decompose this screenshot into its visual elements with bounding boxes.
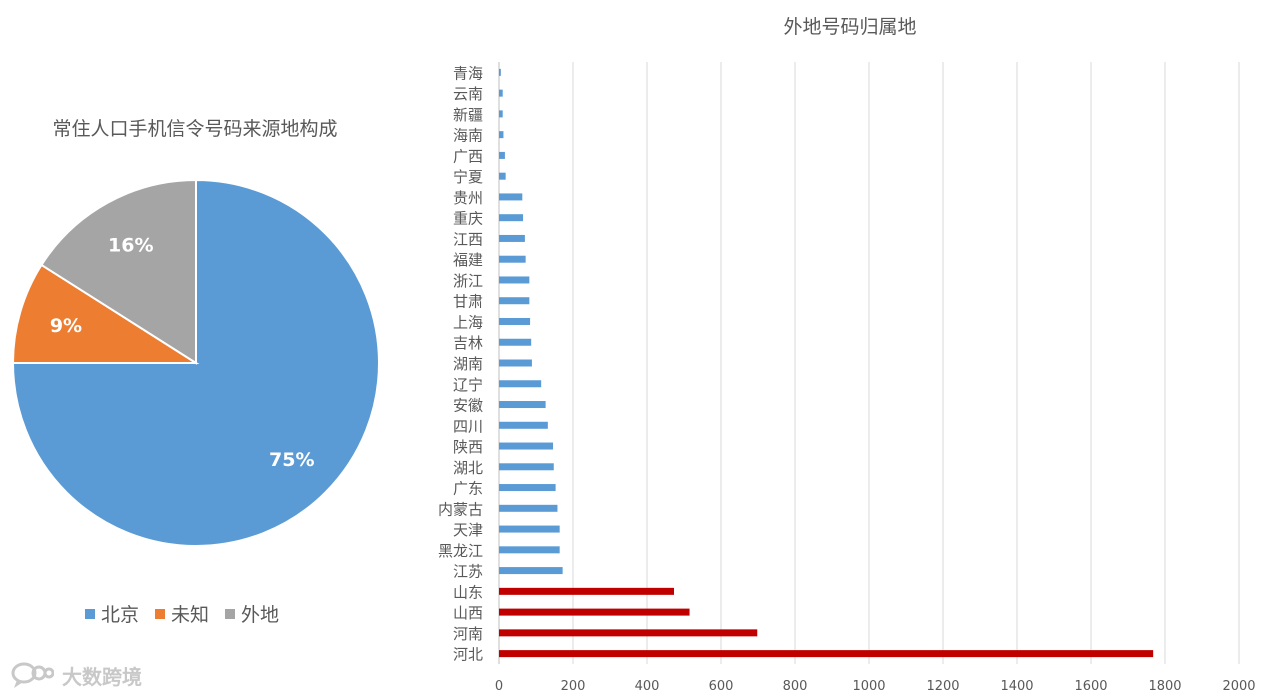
category-label: 福建 xyxy=(453,251,483,269)
pie-legend: 北京 未知 外地 xyxy=(85,600,279,627)
category-label: 甘肃 xyxy=(453,293,483,311)
category-label: 河北 xyxy=(453,646,483,664)
category-label: 山西 xyxy=(453,604,483,622)
watermark-text: 大数跨境 xyxy=(62,664,142,689)
category-label: 海南 xyxy=(453,127,483,145)
pie-chart-title: 常住人口手机信令号码来源地构成 xyxy=(52,118,338,140)
bar xyxy=(499,317,531,325)
x-tick-label: 600 xyxy=(709,679,734,694)
bar xyxy=(499,567,563,575)
pie-slice-beijing xyxy=(11,178,380,547)
category-label: 宁夏 xyxy=(453,168,483,186)
pie-slice-other-provinces xyxy=(40,178,197,365)
legend-label-beijing: 北京 xyxy=(101,604,140,626)
x-tick-label: 1800 xyxy=(1148,679,1181,694)
bar xyxy=(499,504,558,512)
category-label: 重庆 xyxy=(453,210,483,228)
category-label: 四川 xyxy=(453,417,483,435)
category-label: 陕西 xyxy=(453,438,483,456)
pie-label-beijing: 75% xyxy=(269,449,314,471)
pie-label-unknown: 9% xyxy=(50,315,82,337)
bar xyxy=(499,380,542,388)
category-label: 浙江 xyxy=(453,272,483,290)
bar xyxy=(499,401,546,409)
x-tick-label: 800 xyxy=(783,679,808,694)
category-label: 山东 xyxy=(453,583,483,601)
bar xyxy=(499,338,532,346)
pie-chart: 75% 9% 16% xyxy=(11,178,380,547)
category-label: 河南 xyxy=(453,625,483,643)
category-label: 江西 xyxy=(453,230,483,248)
bar xyxy=(499,214,524,222)
legend-swatch-unknown xyxy=(155,608,166,619)
category-label: 青海 xyxy=(453,64,483,82)
bar xyxy=(499,442,554,450)
bar xyxy=(499,297,530,305)
category-label: 天津 xyxy=(453,521,483,539)
bar xyxy=(499,172,506,180)
x-tick-label: 200 xyxy=(561,679,586,694)
x-tick-label: 1200 xyxy=(926,679,959,694)
watermark: 大数跨境 xyxy=(10,660,142,690)
bar xyxy=(499,131,504,139)
legend-label-unknown: 未知 xyxy=(171,604,210,626)
category-label: 内蒙古 xyxy=(438,500,483,518)
category-label: 湖北 xyxy=(453,459,483,477)
bar xyxy=(499,421,548,429)
x-tick-label: 0 xyxy=(495,679,503,694)
category-label: 吉林 xyxy=(453,334,483,352)
category-label: 云南 xyxy=(453,85,483,103)
bar xyxy=(499,629,758,637)
legend-swatch-other-provinces xyxy=(225,608,236,619)
category-label: 湖南 xyxy=(453,355,483,373)
bar xyxy=(499,193,523,201)
bar xyxy=(499,89,503,97)
category-label: 安徽 xyxy=(453,397,483,415)
category-label: 广西 xyxy=(453,147,483,165)
bar xyxy=(499,359,532,367)
bar xyxy=(499,276,530,284)
bar xyxy=(499,110,503,118)
bar xyxy=(499,650,1154,658)
x-tick-label: 400 xyxy=(635,679,660,694)
bar xyxy=(499,608,690,616)
bar xyxy=(499,234,525,242)
bar xyxy=(499,463,554,471)
category-label: 江苏 xyxy=(453,563,483,581)
x-tick-label: 1000 xyxy=(852,679,885,694)
x-tick-label: 1400 xyxy=(1000,679,1033,694)
legend-item-unknown: 未知 xyxy=(155,600,209,627)
legend-label-other-provinces: 外地 xyxy=(241,604,280,626)
bar xyxy=(499,587,675,595)
bar-chart-title: 外地号码归属地 xyxy=(783,16,917,38)
legend-swatch-beijing xyxy=(85,608,95,619)
category-label: 贵州 xyxy=(453,189,483,207)
bar xyxy=(499,525,560,533)
category-label: 新疆 xyxy=(453,106,483,124)
bar xyxy=(499,68,501,76)
category-label: 黑龙江 xyxy=(438,542,483,560)
category-label: 广东 xyxy=(453,480,483,498)
bar xyxy=(499,255,526,263)
legend-item-beijing: 北京 xyxy=(85,600,139,627)
chat-bubble-logo-icon xyxy=(11,662,54,688)
bar xyxy=(499,151,505,159)
bar xyxy=(499,484,556,492)
pie-label-other-provinces: 16% xyxy=(108,234,153,256)
pie-slice-unknown xyxy=(11,263,200,364)
category-label: 辽宁 xyxy=(453,376,483,394)
bar xyxy=(499,546,560,554)
x-tick-label: 1600 xyxy=(1074,679,1107,694)
legend-item-other-provinces: 外地 xyxy=(225,600,279,627)
category-label: 上海 xyxy=(453,313,483,331)
x-tick-label: 2000 xyxy=(1222,679,1255,694)
